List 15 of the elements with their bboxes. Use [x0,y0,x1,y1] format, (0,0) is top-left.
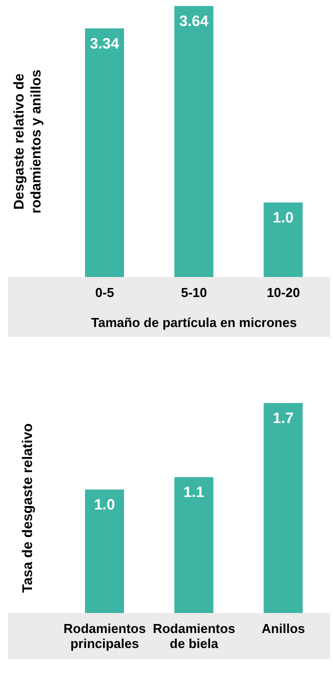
x-tick-label: Anillos [262,621,306,636]
y-axis-title: Desgaste relativo de rodamientos y anillos [10,69,44,214]
data-label: 1.0 [272,210,294,227]
x-tick-label: 0-5 [95,285,114,300]
data-label: 1.0 [94,496,115,514]
x-axis-title: Tamaño de partícula en micrones [91,315,297,330]
x-tick-label: Rodamientos de biela [152,621,236,651]
x-tick-label: Rodamientos principales [63,621,146,651]
data-label: 1.1 [183,484,204,502]
data-label: 3.64 [179,13,210,30]
x-tick-label: 5-10 [180,285,208,300]
x-tick-label: 10-20 [266,285,300,300]
data-label: 1.7 [272,410,294,427]
data-label: 3.34 [90,35,120,52]
y-axis-title: Tasa de desgaste relativo [18,423,35,593]
